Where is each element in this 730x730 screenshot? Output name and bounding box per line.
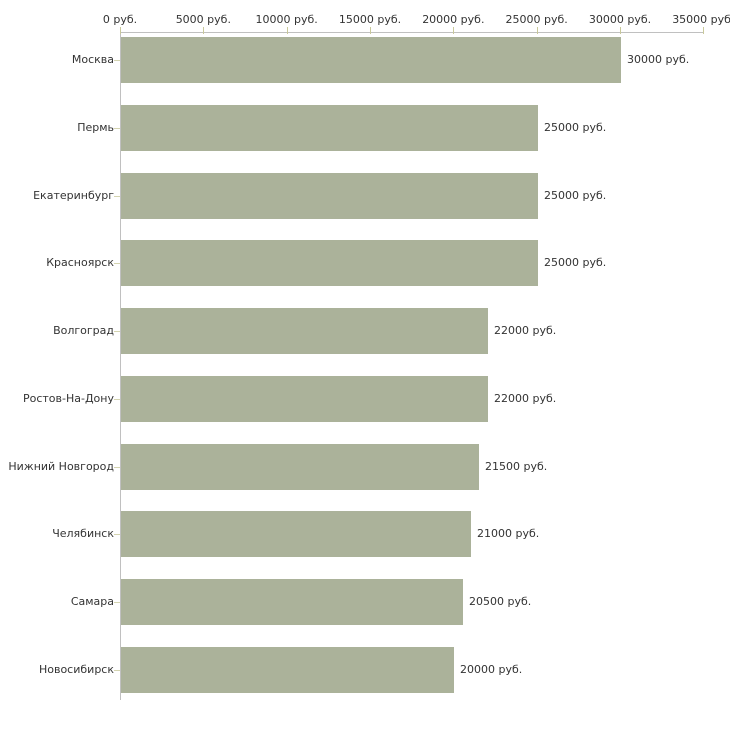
value-label: 21000 руб. [477, 527, 540, 541]
category-tick [114, 669, 120, 671]
value-label: 25000 руб. [544, 188, 607, 202]
value-label: 20500 руб. [469, 594, 532, 608]
category-tick [114, 601, 120, 603]
category-label: Пермь [77, 121, 114, 134]
category-tick [114, 398, 120, 400]
category-tick [114, 331, 120, 333]
bar [121, 105, 538, 151]
category-label: Нижний Новгород [8, 459, 114, 473]
category-tick [114, 60, 120, 62]
bar [121, 308, 488, 355]
value-label: 20000 руб. [460, 662, 523, 676]
category-tick [114, 534, 120, 536]
x-axis-tick-label: 35000 руб. [672, 13, 730, 26]
x-axis-tick [536, 27, 538, 34]
x-axis-tick-label: 10000 руб. [255, 13, 318, 26]
x-axis-tick [703, 27, 705, 34]
category-label: Волгоград [53, 324, 114, 338]
category-label: Самара [70, 594, 114, 608]
category-label: Ростов-На-Дону [22, 391, 114, 405]
x-axis-tick [453, 27, 455, 34]
x-axis-tick [120, 27, 121, 34]
value-label: 22000 руб. [494, 324, 557, 338]
category-tick [114, 466, 120, 468]
x-axis-tick-label: 25000 руб. [505, 13, 568, 26]
value-label: 22000 руб. [494, 391, 557, 405]
bar [121, 443, 479, 490]
category-label: Новосибирск [38, 662, 114, 676]
bar [121, 511, 471, 558]
bar [121, 37, 621, 84]
x-axis-tick [286, 27, 288, 34]
category-label: Екатеринбург [33, 188, 114, 202]
bar [121, 646, 454, 693]
x-axis-tick [203, 27, 205, 34]
x-axis-line [120, 32, 704, 33]
bar [121, 578, 463, 625]
value-label: 21500 руб. [485, 459, 548, 473]
category-label: Красноярск [46, 256, 114, 270]
category-tick [114, 128, 120, 129]
x-axis-tick [620, 27, 621, 34]
value-label: 25000 руб. [544, 121, 607, 134]
category-label: Москва [71, 53, 114, 67]
category-tick [114, 263, 120, 265]
bar [121, 375, 488, 422]
x-axis-tick [370, 27, 371, 34]
x-axis-tick-label: 20000 руб. [422, 13, 485, 26]
category-label: Челябинск [52, 527, 114, 541]
x-axis-tick-label: 30000 руб. [588, 13, 652, 26]
value-label: 25000 руб. [544, 256, 607, 270]
x-axis-tick-label: 15000 руб. [338, 13, 402, 26]
y-axis-line [120, 32, 121, 700]
x-axis-tick-label: 5000 руб. [175, 13, 231, 26]
category-tick [114, 195, 120, 197]
bar [121, 240, 538, 287]
x-axis-tick-label: 0 руб. [102, 13, 138, 26]
value-label: 30000 руб. [627, 53, 690, 67]
bar [121, 172, 538, 219]
